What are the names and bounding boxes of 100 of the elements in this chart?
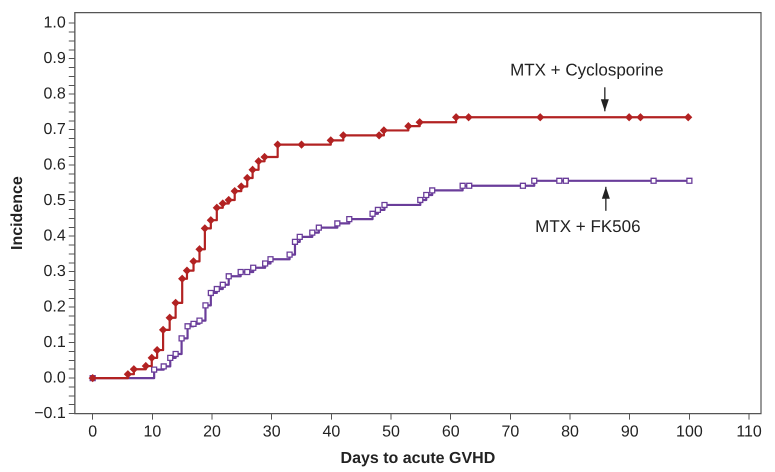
- point: [556, 178, 562, 184]
- point: [190, 320, 197, 327]
- point: [212, 204, 221, 212]
- point: [296, 234, 303, 240]
- point: [326, 136, 335, 144]
- point: [254, 157, 262, 166]
- point: [466, 182, 472, 189]
- point: [250, 264, 256, 271]
- point: [429, 187, 436, 194]
- x-tick-label: 40: [322, 424, 340, 441]
- point: [206, 216, 215, 224]
- point: [404, 122, 412, 130]
- point: [244, 268, 250, 276]
- point: [274, 140, 282, 148]
- point: [286, 251, 293, 258]
- point: [226, 273, 232, 280]
- point: [531, 178, 538, 184]
- y-tick-label: 0.2: [44, 298, 66, 316]
- point: [151, 366, 158, 373]
- point: [178, 274, 186, 283]
- point: [201, 224, 209, 232]
- point: [684, 113, 692, 122]
- point: [262, 260, 268, 267]
- y-tick-label: 0.6: [44, 156, 66, 174]
- y-tick-label: 1.0: [44, 14, 66, 32]
- point: [381, 202, 388, 208]
- point: [650, 178, 657, 184]
- point: [248, 166, 256, 174]
- point: [208, 290, 214, 296]
- point: [220, 282, 226, 288]
- point: [148, 354, 156, 362]
- x-tick-label: 70: [501, 424, 520, 441]
- point: [166, 314, 174, 322]
- point: [636, 113, 644, 122]
- y-tick-label: 0.8: [44, 86, 66, 103]
- point: [375, 132, 383, 140]
- x-tick-label: 100: [676, 424, 703, 441]
- point: [380, 126, 388, 134]
- text: MTX + Cyclosporine: [510, 60, 664, 80]
- point: [346, 216, 352, 222]
- point: [452, 113, 460, 122]
- x-tick-label: 10: [143, 424, 162, 441]
- point: [267, 256, 274, 262]
- point: [260, 153, 268, 161]
- point: [464, 113, 472, 122]
- point: [202, 302, 209, 308]
- point: [460, 182, 466, 189]
- y-tick-label: 0.5: [44, 192, 66, 210]
- y-axis-title: Incidence: [9, 176, 26, 250]
- point: [369, 210, 376, 217]
- point: [218, 200, 227, 208]
- point: [214, 286, 220, 292]
- y-tick-label: 0.4: [44, 228, 66, 245]
- point: [190, 258, 198, 266]
- x-tick-label: 80: [561, 424, 580, 441]
- y-tick-label: 0.1: [44, 334, 66, 352]
- y-tick-label: 0.0: [44, 370, 66, 387]
- x-tick-label: 110: [736, 424, 762, 441]
- point: [183, 266, 191, 274]
- point: [124, 370, 132, 378]
- point: [224, 196, 233, 204]
- point: [686, 178, 693, 184]
- point: [172, 350, 179, 358]
- point: [309, 229, 316, 236]
- x-tick-label: 0: [88, 424, 98, 441]
- point: [423, 192, 430, 198]
- point: [196, 245, 204, 254]
- point: [298, 140, 306, 148]
- x-tick-label: 20: [203, 424, 222, 441]
- x-axis-title: Days to acute GVHD: [340, 450, 496, 467]
- point: [625, 113, 633, 122]
- x-tick-label: 30: [262, 424, 281, 441]
- point: [374, 206, 382, 214]
- point: [416, 118, 424, 126]
- point: [130, 365, 138, 374]
- point: [230, 187, 239, 195]
- point: [167, 354, 174, 362]
- x-tick-label: 60: [442, 424, 460, 441]
- point: [339, 132, 348, 140]
- point: [237, 182, 246, 190]
- x-tick-label: 50: [382, 424, 400, 441]
- point: [562, 178, 569, 184]
- point: [243, 174, 252, 182]
- point: [316, 224, 322, 231]
- point: [142, 362, 150, 370]
- y-tick-label: 0.7: [44, 121, 66, 138]
- point: [334, 220, 340, 227]
- point: [178, 335, 185, 342]
- point: [159, 326, 167, 334]
- y-tick-label: 0.9: [44, 50, 66, 68]
- point: [238, 268, 244, 276]
- series-label: MTX + FK506: [535, 216, 641, 236]
- point: [536, 113, 544, 122]
- y-tick-label: −0.1: [34, 405, 66, 422]
- point: [160, 363, 167, 370]
- point: [417, 196, 424, 204]
- point: [172, 299, 180, 307]
- point: [184, 323, 191, 330]
- x-tick-label: 90: [620, 424, 639, 441]
- point: [153, 346, 161, 354]
